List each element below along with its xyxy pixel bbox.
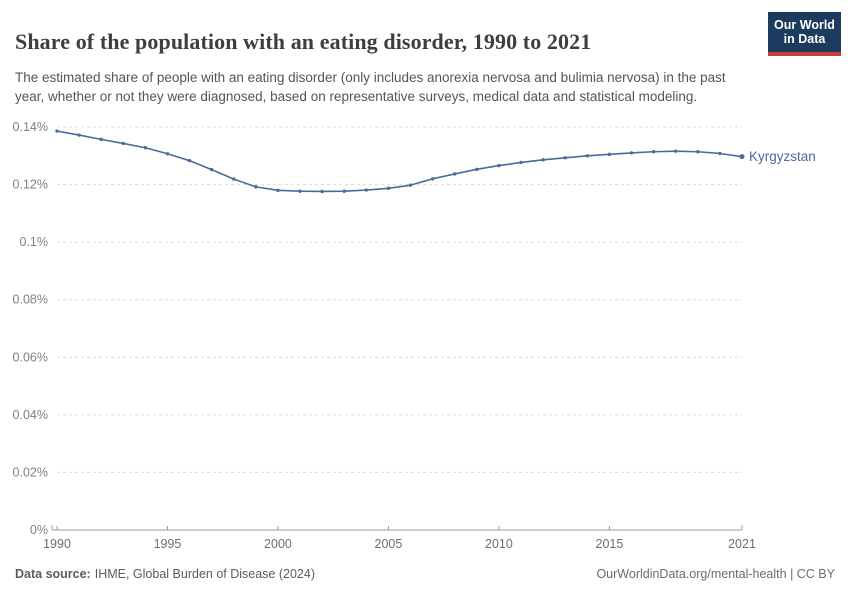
page-subtitle: The estimated share of people with an ea… — [15, 69, 726, 104]
credit-link[interactable]: OurWorldinData.org/mental-health | CC BY — [596, 567, 835, 581]
data-point-marker — [408, 183, 413, 187]
owid-logo-line2: in Data — [783, 32, 826, 47]
data-point-marker — [320, 189, 324, 194]
data-point-marker — [519, 160, 523, 165]
y-tick-label: 0.12% — [13, 178, 48, 192]
data-point-marker — [696, 150, 700, 154]
data-point-marker — [342, 189, 346, 193]
data-point-marker — [651, 150, 656, 154]
data-point-marker — [121, 141, 125, 146]
data-point-marker — [209, 167, 214, 172]
y-tick-label: 0.14% — [13, 120, 48, 134]
x-tick-label: 2000 — [264, 537, 292, 551]
y-tick-label: 0.08% — [13, 293, 48, 307]
data-point-marker — [254, 185, 258, 189]
line-chart-canvas: 0% 0.02% 0.04% 0.06% 0.08% 0.1% 0.12% 0.14% 1990… — [13, 120, 816, 551]
data-point-marker — [674, 149, 678, 153]
x-tick-label: 1995 — [154, 537, 182, 551]
data-source: Data source: IHME, Global Burden of Disea… — [15, 567, 315, 581]
x-tick-label: 2021 — [728, 537, 756, 551]
data-point-marker — [453, 172, 457, 176]
data-point-marker — [298, 189, 302, 193]
y-tick-label: 0.02% — [13, 465, 48, 479]
owid-logo-line1: Our World — [774, 18, 835, 32]
data-point-marker — [232, 177, 236, 181]
data-point-marker — [187, 158, 192, 163]
data-source-label: Data source: — [15, 567, 91, 581]
data-point-marker — [585, 154, 590, 158]
data-point-marker — [364, 188, 369, 192]
data-point-marker — [497, 163, 501, 168]
data-point-marker — [143, 146, 148, 150]
data-point-marker — [99, 137, 103, 142]
x-tick-label: 2005 — [375, 537, 403, 551]
y-tick-label: 0% — [30, 523, 48, 537]
x-tick-label: 1990 — [43, 537, 71, 551]
series-label-kyrgyzstan[interactable]: Kyrgyzstan — [749, 149, 816, 164]
data-point-marker — [386, 186, 391, 191]
data-point-marker — [739, 154, 745, 160]
data-point-marker — [718, 151, 722, 156]
data-point-marker — [55, 129, 59, 133]
data-point-marker — [629, 151, 634, 155]
owid-logo[interactable]: Our World in Data — [768, 12, 841, 56]
x-tick-label: 2015 — [596, 537, 624, 551]
x-tick-label: 2010 — [485, 537, 513, 551]
data-point-marker — [607, 152, 612, 157]
data-point-marker — [430, 177, 435, 181]
data-point-marker — [563, 156, 567, 160]
series-line-kyrgyzstan — [56, 130, 743, 193]
data-source-text: IHME, Global Burden of Disease (2024) — [94, 567, 315, 581]
data-point-marker — [276, 188, 280, 193]
data-point-marker — [475, 167, 479, 172]
y-tick-label: 0.04% — [13, 408, 48, 422]
data-point-marker — [165, 152, 170, 156]
data-point-marker — [541, 158, 545, 162]
y-tick-label: 0.1% — [20, 235, 49, 249]
y-tick-label: 0.06% — [13, 350, 48, 364]
chart-footer: Data source: IHME, Global Burden of Disea… — [15, 567, 835, 581]
page-title: Share of the population with an eating d… — [15, 28, 592, 54]
data-point-marker — [77, 133, 81, 137]
